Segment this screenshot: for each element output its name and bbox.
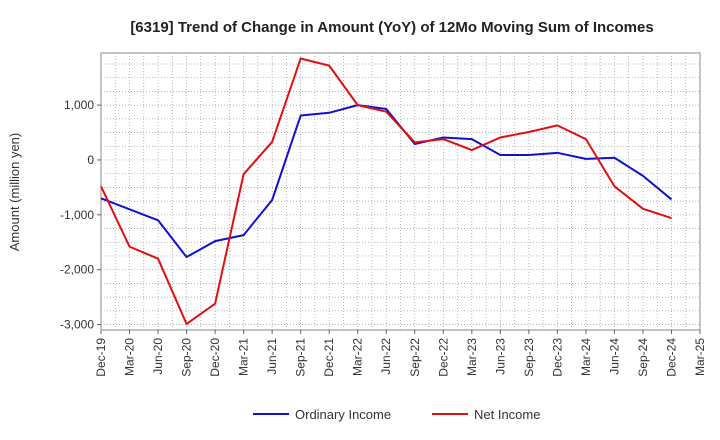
x-tick-label: Jun-20 — [151, 338, 165, 375]
y-tick-label: -3,000 — [60, 318, 94, 332]
y-axis-label: Amount (million yen) — [7, 133, 22, 252]
x-tick-label: Mar-23 — [465, 338, 479, 376]
grid-lines — [100, 53, 701, 330]
x-tick-label: Sep-24 — [636, 338, 650, 377]
x-axis-ticks: Dec-19 Mar-20 Jun-20 Sep-20 Dec-20 Mar-21 Jun-… — [94, 330, 707, 377]
x-tick-label: Mar-25 — [693, 338, 707, 376]
x-tick-label: Jun-24 — [607, 338, 621, 375]
x-tick-label: Jun-21 — [265, 338, 279, 375]
legend-label: Net Income — [474, 407, 540, 422]
y-tick-label: -2,000 — [60, 263, 94, 277]
x-tick-label: Dec-23 — [550, 338, 564, 377]
x-tick-label: Jun-23 — [493, 338, 507, 375]
y-tick-label: 1,000 — [64, 98, 94, 112]
series-line-ordinary-income — [100, 104, 673, 259]
y-axis-ticks: -3,000 -2,000 -1,000 0 1,000 — [60, 98, 101, 332]
x-tick-label: Sep-22 — [408, 338, 422, 377]
y-tick-label: -1,000 — [60, 208, 94, 222]
legend-label: Ordinary Income — [295, 407, 391, 422]
x-tick-label: Dec-20 — [208, 338, 222, 377]
x-tick-label: Sep-23 — [522, 338, 536, 377]
x-tick-label: Dec-22 — [436, 338, 450, 377]
x-tick-label: Sep-20 — [180, 338, 194, 377]
x-tick-label: Jun-22 — [379, 338, 393, 375]
series-lines — [100, 57, 673, 325]
x-tick-label: Mar-20 — [123, 338, 137, 376]
x-tick-label: Mar-21 — [237, 338, 251, 376]
x-tick-label: Dec-24 — [664, 338, 678, 377]
x-tick-label: Mar-22 — [351, 338, 365, 376]
chart-title: [6319] Trend of Change in Amount (YoY) o… — [130, 19, 653, 36]
series-line-net-income — [100, 57, 672, 325]
x-tick-label: Mar-24 — [579, 338, 593, 376]
legend: Ordinary Income Net Income — [253, 407, 540, 422]
x-tick-label: Dec-21 — [322, 338, 336, 377]
x-tick-label: Dec-19 — [94, 338, 108, 377]
y-tick-label: 0 — [87, 153, 94, 167]
x-tick-label: Sep-21 — [294, 338, 308, 377]
